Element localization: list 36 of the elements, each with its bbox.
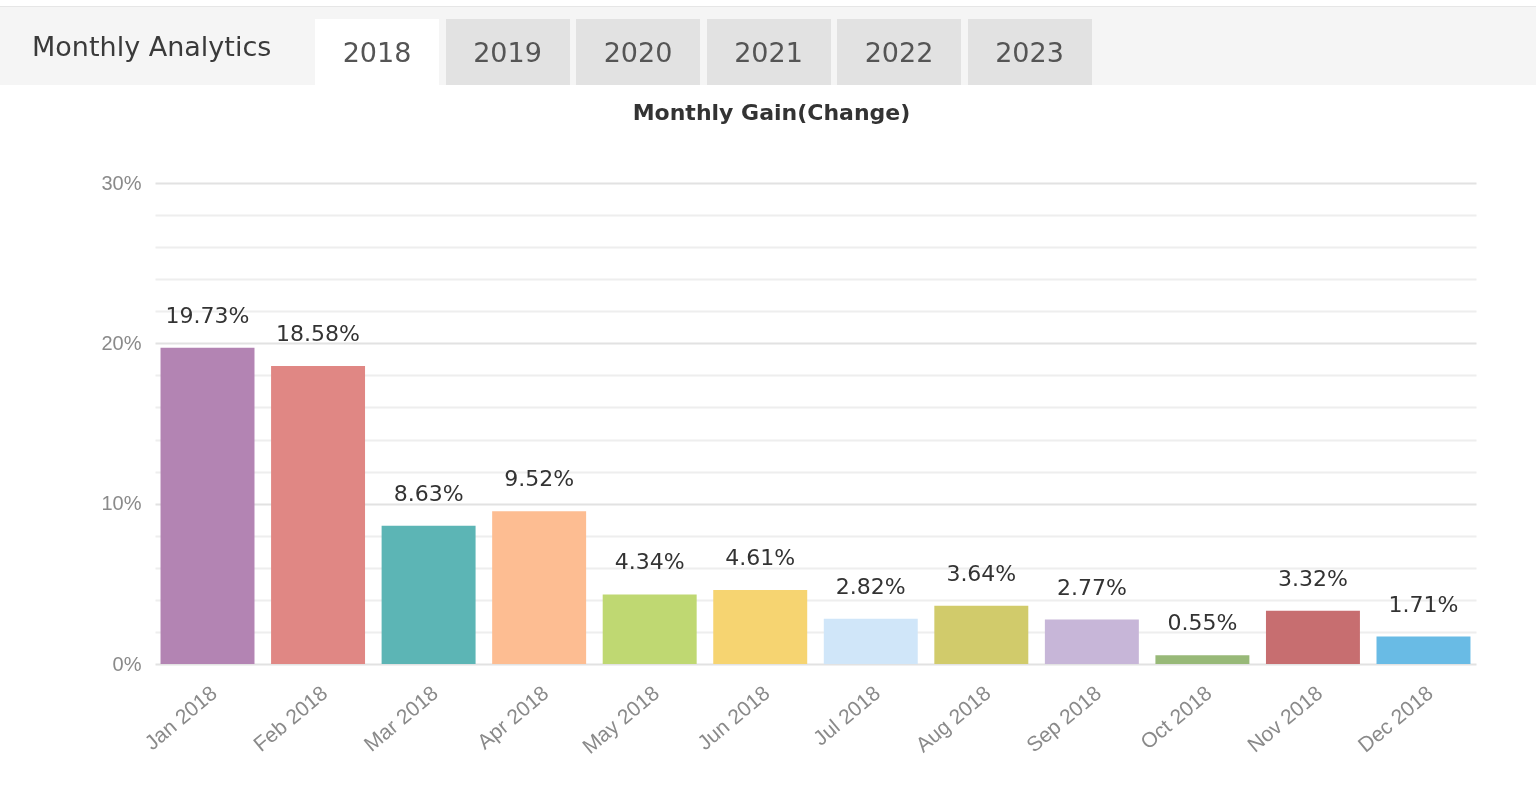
bar bbox=[602, 594, 697, 664]
data-label: 4.61% bbox=[725, 545, 796, 571]
data-label: 19.73% bbox=[165, 302, 250, 328]
bar bbox=[934, 605, 1029, 664]
y-tick-label: 10% bbox=[101, 492, 142, 515]
bar bbox=[1155, 655, 1250, 664]
data-label: 0.55% bbox=[1167, 610, 1238, 636]
bar bbox=[1265, 610, 1360, 664]
data-label: 9.52% bbox=[504, 466, 575, 492]
y-tick-label: 30% bbox=[101, 171, 142, 194]
bar bbox=[1044, 619, 1139, 664]
data-label: 18.58% bbox=[276, 321, 360, 347]
bar bbox=[492, 511, 587, 664]
bar bbox=[160, 347, 255, 664]
data-label: 4.34% bbox=[614, 549, 685, 575]
data-label: 1.71% bbox=[1388, 591, 1459, 617]
text: 2021 bbox=[706, 19, 831, 86]
text: Monthly Analytics bbox=[32, 31, 272, 63]
text: 2018 bbox=[315, 19, 439, 86]
data-label: 2.77% bbox=[1056, 574, 1127, 600]
chart-title: Monthly Gain(Change) bbox=[632, 100, 911, 125]
data-label: 8.63% bbox=[393, 480, 464, 506]
bar bbox=[713, 590, 808, 664]
bar bbox=[1376, 636, 1471, 664]
data-label: 3.32% bbox=[1278, 565, 1348, 591]
bar bbox=[381, 525, 476, 664]
data-label: 3.64% bbox=[946, 560, 1017, 586]
bar bbox=[271, 366, 366, 664]
y-tick-label: 20% bbox=[101, 331, 142, 354]
y-tick-label: 0% bbox=[112, 652, 142, 675]
text: 2019 bbox=[445, 19, 570, 86]
text: 2022 bbox=[837, 19, 961, 86]
text: 2023 bbox=[967, 19, 1092, 86]
data-label: 2.82% bbox=[835, 573, 906, 599]
bar bbox=[823, 618, 918, 664]
text: 2020 bbox=[576, 19, 700, 86]
